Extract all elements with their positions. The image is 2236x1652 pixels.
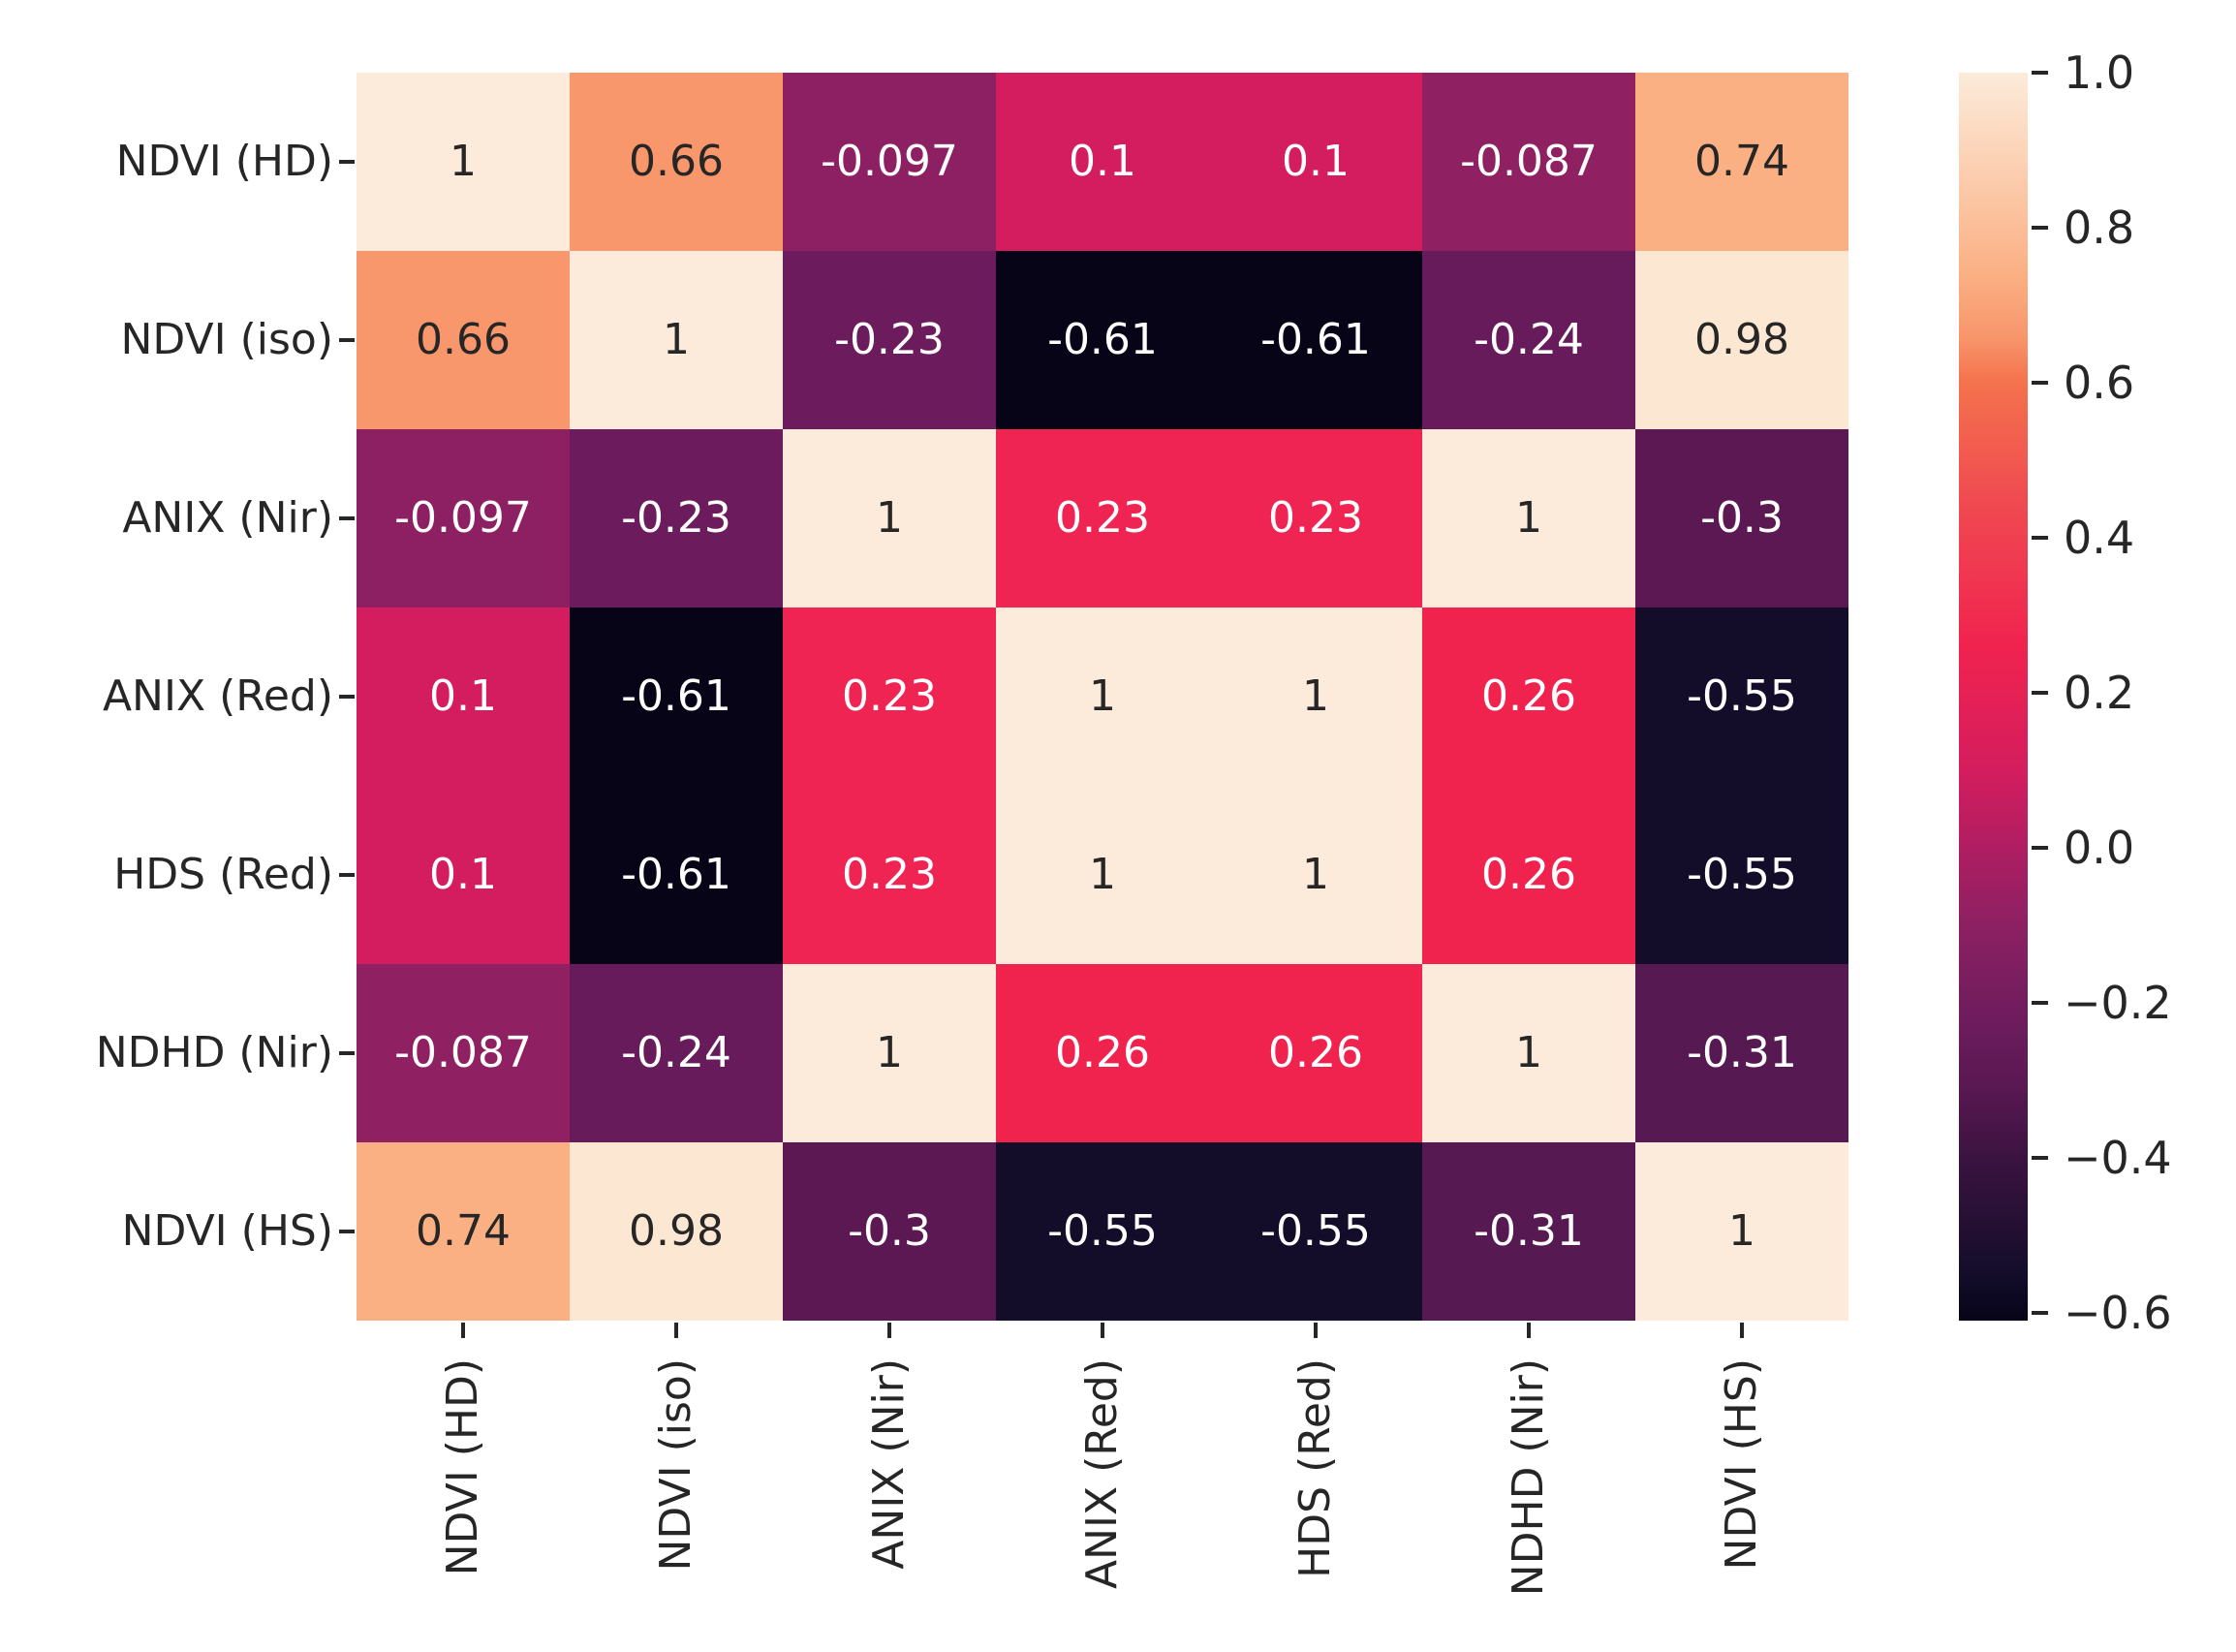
x-axis-label-2: ANIX (Nir) xyxy=(864,1358,914,1570)
heatmap-cell-6-4: -0.55 xyxy=(1209,1142,1422,1321)
heatmap-cell-1-3: -0.61 xyxy=(996,251,1209,429)
colorbar-tick-5 xyxy=(2032,846,2048,850)
heatmap-cell-1-0: 0.66 xyxy=(357,251,570,429)
heatmap-cell-2-3: 0.23 xyxy=(996,429,1209,608)
heatmap-cell-1-4: -0.61 xyxy=(1209,251,1422,429)
x-axis-label-4: HDS (Red) xyxy=(1290,1358,1340,1578)
colorbar-tick-8 xyxy=(2032,1311,2048,1315)
heatmap-cell-3-1: -0.61 xyxy=(570,608,783,786)
y-axis-label-2: ANIX (Nir) xyxy=(122,493,333,543)
heatmap-cell-5-2: 1 xyxy=(783,964,996,1142)
heatmap-cell-0-1: 0.66 xyxy=(570,73,783,251)
heatmap-cell-6-6: 1 xyxy=(1635,1142,1848,1321)
heatmap-cell-3-6: -0.55 xyxy=(1635,608,1848,786)
heatmap-cell-5-0: -0.087 xyxy=(357,964,570,1142)
colorbar-tick-1 xyxy=(2032,226,2048,230)
y-axis-tick-2 xyxy=(339,516,355,520)
colorbar-tick-label-8: −0.6 xyxy=(2064,1287,2172,1339)
heatmap-cell-0-6: 0.74 xyxy=(1635,73,1848,251)
heatmap-cell-6-0: 0.74 xyxy=(357,1142,570,1321)
x-axis-label-1: NDVI (iso) xyxy=(651,1358,700,1572)
heatmap-cell-4-0: 0.1 xyxy=(357,786,570,964)
heatmap-cell-5-3: 0.26 xyxy=(996,964,1209,1142)
x-axis-tick-5 xyxy=(1527,1323,1531,1338)
x-axis-label-6: NDVI (HS) xyxy=(1717,1358,1766,1571)
heatmap-cell-3-4: 1 xyxy=(1209,608,1422,786)
x-axis-tick-3 xyxy=(1101,1323,1104,1338)
heatmap-cell-3-5: 0.26 xyxy=(1422,608,1635,786)
y-axis-label-0: NDVI (HD) xyxy=(115,137,333,186)
colorbar-tick-7 xyxy=(2032,1156,2048,1160)
x-axis-tick-1 xyxy=(674,1323,678,1338)
colorbar-tick-label-0: 1.0 xyxy=(2064,47,2135,99)
y-axis-label-5: NDHD (Nir) xyxy=(95,1028,333,1077)
heatmap-cell-0-4: 0.1 xyxy=(1209,73,1422,251)
y-axis-tick-0 xyxy=(339,160,355,164)
heatmap-cell-4-4: 1 xyxy=(1209,786,1422,964)
colorbar-tick-label-2: 0.6 xyxy=(2064,357,2135,409)
colorbar-tick-label-7: −0.4 xyxy=(2064,1132,2172,1184)
heatmap-cell-0-0: 1 xyxy=(357,73,570,251)
heatmap-cell-2-4: 0.23 xyxy=(1209,429,1422,608)
heatmap-cell-2-6: -0.3 xyxy=(1635,429,1848,608)
y-axis-tick-6 xyxy=(339,1230,355,1233)
colorbar-tick-3 xyxy=(2032,536,2048,540)
colorbar-gradient xyxy=(1959,73,2028,1321)
x-axis-label-5: NDHD (Nir) xyxy=(1504,1358,1553,1597)
heatmap-cell-1-5: -0.24 xyxy=(1422,251,1635,429)
heatmap-cell-5-1: -0.24 xyxy=(570,964,783,1142)
colorbar-tick-4 xyxy=(2032,691,2048,695)
heatmap-cell-2-0: -0.097 xyxy=(357,429,570,608)
heatmap-cell-3-3: 1 xyxy=(996,608,1209,786)
x-axis-tick-0 xyxy=(461,1323,465,1338)
heatmap-cell-4-6: -0.55 xyxy=(1635,786,1848,964)
x-axis-tick-2 xyxy=(887,1323,891,1338)
heatmap-cell-2-1: -0.23 xyxy=(570,429,783,608)
colorbar-tick-label-3: 0.4 xyxy=(2064,512,2135,564)
heatmap-cell-3-0: 0.1 xyxy=(357,608,570,786)
heatmap-cell-1-2: -0.23 xyxy=(783,251,996,429)
colorbar-tick-label-1: 0.8 xyxy=(2064,202,2135,254)
colorbar-tick-6 xyxy=(2032,1001,2048,1005)
colorbar-tick-label-4: 0.2 xyxy=(2064,667,2135,719)
colorbar-tick-label-5: 0.0 xyxy=(2064,822,2135,874)
y-axis-tick-3 xyxy=(339,695,355,699)
heatmap-cell-2-5: 1 xyxy=(1422,429,1635,608)
heatmap-cell-0-5: -0.087 xyxy=(1422,73,1635,251)
x-axis-label-0: NDVI (HD) xyxy=(438,1358,487,1576)
y-axis-label-6: NDVI (HS) xyxy=(121,1206,333,1256)
y-axis-label-4: HDS (Red) xyxy=(113,850,333,899)
heatmap-grid: 1 0.66 -0.097 0.1 0.1 -0.087 0.74 0.66 1 -0.23 -0.… xyxy=(357,73,1848,1321)
heatmap-cell-6-5: -0.31 xyxy=(1422,1142,1635,1321)
heatmap-cell-0-3: 0.1 xyxy=(996,73,1209,251)
x-axis-tick-4 xyxy=(1314,1323,1318,1338)
colorbar-tick-0 xyxy=(2032,71,2048,75)
colorbar-tick-label-6: −0.2 xyxy=(2064,977,2172,1029)
heatmap-cell-6-2: -0.3 xyxy=(783,1142,996,1321)
y-axis-label-1: NDVI (iso) xyxy=(120,315,333,364)
heatmap-cell-0-2: -0.097 xyxy=(783,73,996,251)
y-axis-label-3: ANIX (Red) xyxy=(102,671,333,721)
y-axis-tick-1 xyxy=(339,338,355,342)
heatmap-cell-4-2: 0.23 xyxy=(783,786,996,964)
heatmap-cell-5-5: 1 xyxy=(1422,964,1635,1142)
heatmap-cell-5-4: 0.26 xyxy=(1209,964,1422,1142)
heatmap-cell-1-6: 0.98 xyxy=(1635,251,1848,429)
y-axis-tick-5 xyxy=(339,1051,355,1055)
colorbar-tick-2 xyxy=(2032,381,2048,385)
heatmap-cell-4-3: 1 xyxy=(996,786,1209,964)
y-axis-tick-4 xyxy=(339,873,355,877)
heatmap-cell-6-3: -0.55 xyxy=(996,1142,1209,1321)
heatmap-cell-4-5: 0.26 xyxy=(1422,786,1635,964)
heatmap-cell-1-1: 1 xyxy=(570,251,783,429)
x-axis-tick-6 xyxy=(1740,1323,1744,1338)
heatmap-cell-3-2: 0.23 xyxy=(783,608,996,786)
heatmap-cell-2-2: 1 xyxy=(783,429,996,608)
heatmap-cell-6-1: 0.98 xyxy=(570,1142,783,1321)
x-axis-label-3: ANIX (Red) xyxy=(1077,1358,1127,1590)
heatmap-cell-4-1: -0.61 xyxy=(570,786,783,964)
heatmap-cell-5-6: -0.31 xyxy=(1635,964,1848,1142)
